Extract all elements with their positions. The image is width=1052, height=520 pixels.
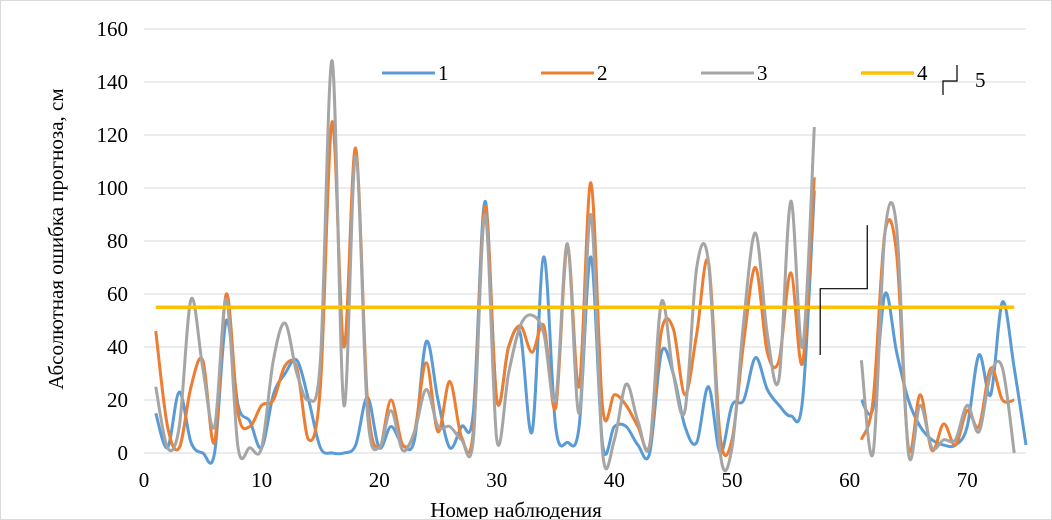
y-tick-label: 120 <box>97 123 129 147</box>
legend-label-1: 1 <box>438 61 449 85</box>
x-tick-label: 40 <box>604 468 625 492</box>
x-tick-label: 20 <box>369 468 390 492</box>
y-axis-label: Абсолютная ошибка прогноза, см <box>44 88 68 389</box>
legend-label-4: 4 <box>917 61 928 85</box>
x-tick-label: 10 <box>251 468 272 492</box>
y-tick-label: 80 <box>107 229 128 253</box>
series-3-line <box>859 201 1016 462</box>
y-tick-label: 100 <box>97 176 129 200</box>
y-tick-label: 140 <box>97 70 129 94</box>
legend-label-5: 5 <box>975 68 986 92</box>
x-tick-label: 60 <box>839 468 860 492</box>
legend-label-2: 2 <box>597 61 608 85</box>
x-axis-ticks: 0 10 20 30 40 50 60 70 <box>139 468 978 492</box>
x-tick-label: 50 <box>722 468 743 492</box>
y-tick-label: 0 <box>118 441 129 465</box>
series-layer <box>154 59 1028 473</box>
y-axis-ticks: 0 20 40 60 80 100 120 140 160 <box>97 17 129 465</box>
legend-swatch-5 <box>942 65 958 95</box>
x-tick-label: 30 <box>486 468 507 492</box>
legend: 1 2 3 4 5 <box>382 61 986 95</box>
x-tick-label: 0 <box>139 468 150 492</box>
y-tick-label: 20 <box>107 388 128 412</box>
y-tick-label: 60 <box>107 282 128 306</box>
y-tick-label: 40 <box>107 335 128 359</box>
y-tick-label: 160 <box>97 17 129 41</box>
x-axis-label: Номер наблюдения <box>430 498 602 519</box>
series-1-line <box>860 291 1028 449</box>
series-5-step-line <box>819 225 868 355</box>
legend-label-3: 3 <box>757 61 768 85</box>
series-3-line <box>154 59 816 473</box>
x-tick-label: 70 <box>957 468 978 492</box>
